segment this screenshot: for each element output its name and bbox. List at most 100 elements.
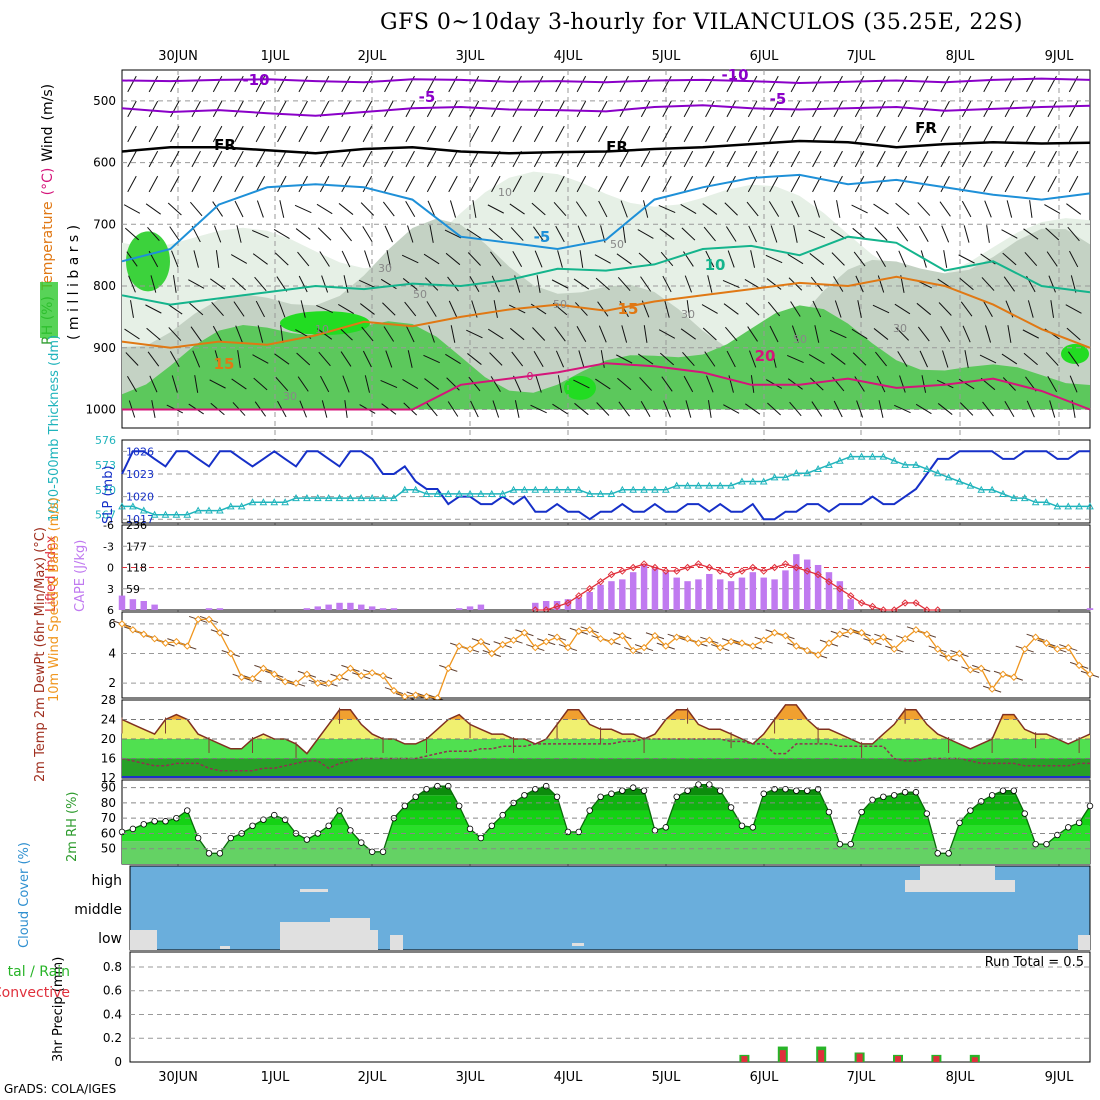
wind-barb [640,150,651,168]
rh-marker [1043,840,1050,848]
cape-bar [358,604,365,610]
wind-barb [598,75,608,93]
wind-barb [872,304,890,314]
wind-barb [790,175,801,193]
wind-barb [209,379,226,389]
wind10-marker [662,642,670,650]
wind-barb [984,200,992,218]
wind-barb [512,175,522,193]
cape-bar [836,581,844,610]
wind-barb [255,300,265,318]
wind10-marker [172,637,181,646]
wind10-marker [683,634,692,643]
wind10-marker [694,639,703,647]
wind-barb [533,125,544,143]
wind-barb [297,251,310,267]
cape-bar [716,579,724,610]
cloud-cell [300,889,328,892]
wind-barb [917,326,930,342]
wind-barb [746,201,759,217]
wind-barb [961,125,972,143]
wind-barb [897,100,908,118]
rh-marker [673,793,680,800]
cape-bar [151,604,158,610]
wind-barb [383,326,395,342]
wind10-marker [1086,670,1094,678]
wind-barb [172,275,177,293]
wind-barb [257,325,264,343]
wind-barb [362,100,373,118]
wind-barb [894,404,911,414]
lifted-index-marker [901,599,909,607]
rh-marker [466,825,474,833]
wind-barb [986,225,990,243]
wind-barb [1002,252,1017,266]
wind-barb [536,275,541,293]
wind-tick-label: 2 [108,676,116,690]
wind-barb [446,377,460,391]
date-label-top: 9JUL [1045,49,1075,64]
lifted-index-marker [868,602,877,611]
wind-barb [576,150,587,168]
precip-convective-bar [895,1056,901,1062]
thickness-marker [281,498,289,506]
cape-bar [727,581,735,610]
wind-barb [1026,125,1036,143]
wind-barb [215,250,220,268]
wind-barb [683,125,694,143]
wind-barb [447,276,459,292]
wind-barb [897,150,908,168]
isotherm-20-line [122,362,1091,411]
wind-barb [790,125,801,143]
wind-barb [1024,251,1038,267]
rh-band [122,841,1090,864]
wind10-marker [814,651,822,659]
wind-barb [190,201,203,217]
lifted-index-marker [585,585,594,593]
wind10-marker [270,670,278,678]
thickness-marker [803,469,812,477]
wind-barb [702,327,717,341]
wind-barb [851,204,868,214]
wind10-marker [825,639,833,647]
cloud-ylabel: Cloud Cover (%) [17,842,32,948]
wind-barb [127,376,137,392]
wind-barb [702,203,718,215]
cape-bar [575,597,583,610]
wind-barb [899,375,906,393]
li-tick-label: 0 [107,562,114,575]
wind-barb [703,226,716,242]
thickness-marker [553,485,561,493]
date-label-bottom: 6JUL [750,1070,780,1085]
wind-barb [1067,226,1080,242]
rh-marker [891,792,898,799]
wind-barb [1026,400,1035,418]
wind-barb [532,327,546,341]
wind-barb [1047,100,1057,118]
cloud-cell [130,930,157,950]
wind10-marker [977,664,985,673]
wind-barb [658,204,676,214]
thickness-marker [716,481,725,489]
wind-barb [682,351,695,367]
cape-bar [390,608,398,610]
wind-barb [745,403,761,415]
rh-marker [194,834,202,842]
wind10-marker [531,643,540,652]
wind-barb [360,202,375,216]
rh-tick-label: 80 [101,796,116,810]
isotherm-15-line [121,275,1091,349]
wind10-marker [1042,639,1051,647]
wind-barb [748,350,757,368]
wind-barb [598,125,608,143]
cape-bar [673,577,680,610]
date-label-bottom: 3JUL [456,1070,486,1085]
wind-barb [237,350,241,368]
wind-barb [274,353,290,365]
wind-barb [790,301,801,317]
wind-barb [939,201,951,217]
wind-barb [533,175,544,193]
wind-barb [1004,175,1015,193]
wind-barb [576,125,587,143]
wind-barb [683,150,694,168]
